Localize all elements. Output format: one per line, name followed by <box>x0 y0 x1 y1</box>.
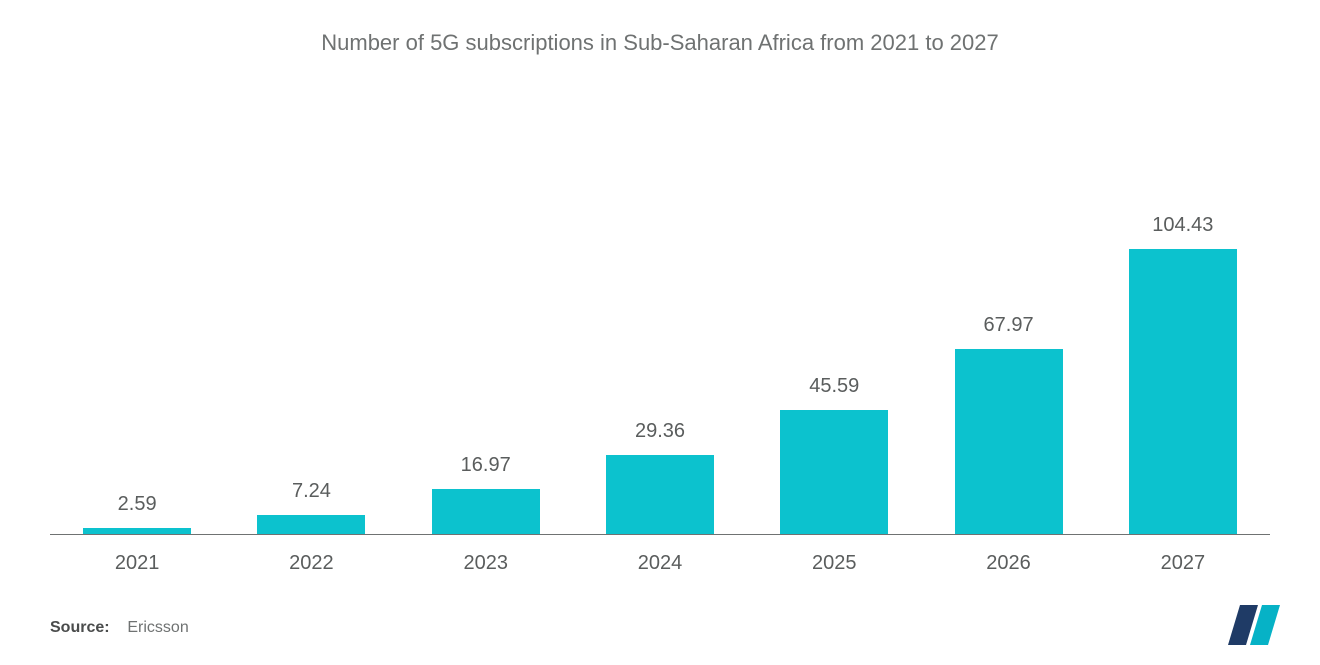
chart-container: Number of 5G subscriptions in Sub-Sahara… <box>0 0 1320 665</box>
bar-slot: 7.24 <box>224 80 398 535</box>
bar-value-label: 104.43 <box>1152 214 1213 237</box>
bar <box>955 349 1063 535</box>
bar <box>780 410 888 535</box>
bar <box>432 489 540 535</box>
source-value: Ericsson <box>127 619 188 636</box>
bar-slot: 2.59 <box>50 80 224 535</box>
bar-value-label: 29.36 <box>635 420 685 443</box>
x-axis-line <box>50 534 1270 535</box>
x-axis-label: 2026 <box>921 552 1095 575</box>
bar-slot: 67.97 <box>921 80 1095 535</box>
bar-slot: 29.36 <box>573 80 747 535</box>
x-axis-label: 2027 <box>1096 552 1270 575</box>
x-axis-label: 2024 <box>573 552 747 575</box>
bar <box>257 515 365 535</box>
x-axis-label: 2025 <box>747 552 921 575</box>
bar <box>606 455 714 535</box>
bar-slot: 45.59 <box>747 80 921 535</box>
chart-title: Number of 5G subscriptions in Sub-Sahara… <box>50 30 1270 56</box>
bar-value-label: 16.97 <box>461 454 511 477</box>
source-label: Source: <box>50 619 110 636</box>
x-axis-labels: 2021202220232024202520262027 <box>50 552 1270 575</box>
chart-plot-area: 2.59 7.24 16.97 29.36 45.59 67.97 104.43 <box>50 80 1270 535</box>
bar <box>1129 249 1237 535</box>
bar-value-label: 67.97 <box>984 314 1034 337</box>
bar-slot: 16.97 <box>399 80 573 535</box>
x-axis-label: 2021 <box>50 552 224 575</box>
x-axis-label: 2022 <box>224 552 398 575</box>
bar-value-label: 45.59 <box>809 375 859 398</box>
bars-row: 2.59 7.24 16.97 29.36 45.59 67.97 104.43 <box>50 80 1270 535</box>
source-attribution: Source: Ericsson <box>50 619 189 637</box>
bar-value-label: 7.24 <box>292 480 331 503</box>
bar-value-label: 2.59 <box>118 493 157 516</box>
bar-slot: 104.43 <box>1096 80 1270 535</box>
x-axis-label: 2023 <box>399 552 573 575</box>
mordor-logo-icon <box>1224 605 1280 645</box>
